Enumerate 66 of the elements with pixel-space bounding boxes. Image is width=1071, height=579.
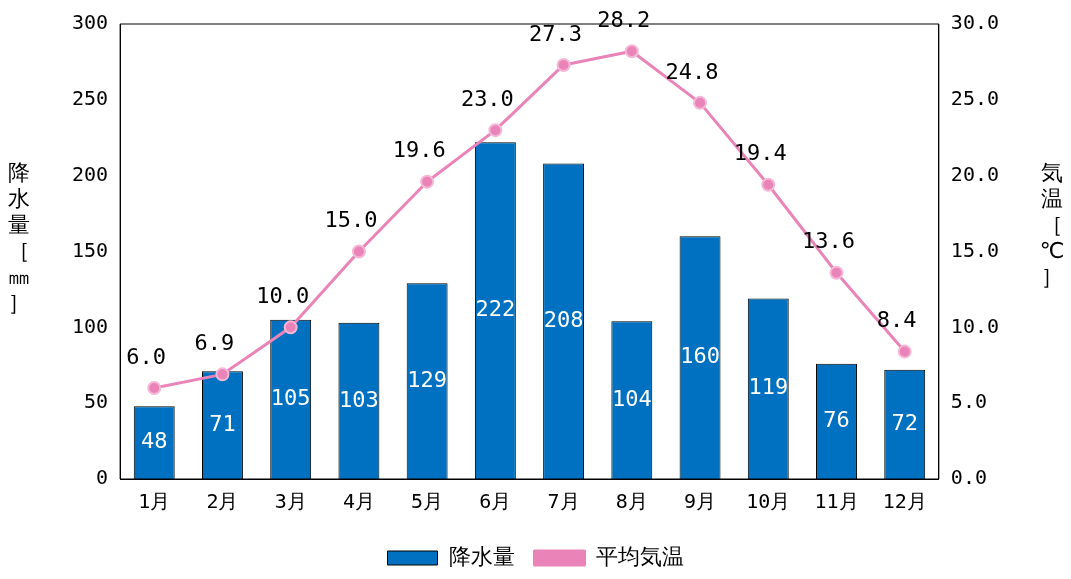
x-tick-label: 11月	[814, 489, 859, 514]
x-tick-label: 8月	[615, 489, 648, 514]
data-label: 208	[543, 306, 584, 332]
x-tick-label: 1月	[138, 489, 171, 514]
point	[829, 265, 844, 280]
x-tick-label: 6月	[479, 489, 512, 514]
x-tick-label: 5月	[411, 489, 444, 514]
x-tick-label: 12月	[882, 489, 927, 514]
y2-tick-label: 0.0	[950, 465, 987, 490]
data-label: 19.4	[733, 140, 787, 166]
data-label: 129	[407, 366, 448, 392]
data-label: 72	[891, 410, 918, 436]
y-tick-label: 50	[84, 389, 109, 414]
y2-tick-label: 10.0	[950, 313, 1000, 338]
x-tick-label: 7月	[547, 489, 580, 514]
y2-tick-label: 5.0	[950, 389, 987, 414]
data-label: 13.6	[802, 228, 855, 254]
data-label: 6.0	[126, 343, 167, 369]
point	[147, 381, 162, 395]
y-axis-title: 降水量［㎜］	[7, 160, 31, 316]
legend-label: 降水量	[448, 543, 515, 569]
data-label: 28.2	[597, 7, 651, 33]
point	[693, 95, 708, 110]
y-tick-label: 200	[72, 161, 109, 186]
point	[761, 177, 776, 192]
legend-label: 平均気温	[595, 543, 684, 569]
data-label: 6.9	[194, 330, 235, 356]
data-label: 71	[209, 410, 236, 436]
y2-axis-title: 気温［℃］	[1038, 160, 1066, 290]
data-label: 8.4	[876, 307, 917, 333]
data-label: 48	[140, 428, 168, 454]
data-label: 19.6	[392, 137, 446, 163]
point	[215, 367, 230, 382]
y2-tick-label: 20.0	[950, 161, 1000, 186]
data-label: 23.0	[460, 85, 514, 111]
data-label: 103	[339, 386, 379, 412]
data-label: 105	[270, 385, 311, 411]
x-tick-label: 2月	[206, 489, 239, 514]
data-label: 104	[611, 385, 652, 411]
point	[283, 320, 298, 335]
point	[624, 44, 639, 59]
y2-tick-label: 15.0	[950, 237, 1000, 262]
x-tick-label: 9月	[684, 489, 717, 514]
point	[488, 123, 503, 138]
point	[556, 57, 571, 72]
point	[897, 344, 912, 359]
data-label: 10.0	[256, 283, 310, 309]
data-label: 160	[680, 343, 720, 369]
y2-tick-label: 25.0	[950, 86, 1000, 111]
x-tick-label: 4月	[342, 489, 375, 514]
x-tick-label: 10月	[746, 489, 791, 514]
x-tick-label: 3月	[274, 489, 307, 514]
y2-tick-label: 30.0	[950, 10, 1000, 35]
y-tick-label: 0	[96, 465, 109, 490]
data-label: 119	[748, 374, 789, 400]
point	[351, 244, 366, 259]
data-label: 15.0	[324, 207, 378, 233]
y-tick-label: 250	[72, 86, 109, 111]
data-label: 76	[823, 407, 850, 433]
y-tick-label: 300	[72, 10, 109, 35]
y-tick-label: 100	[72, 313, 109, 338]
y-tick-label: 150	[72, 237, 109, 262]
data-label: 222	[475, 296, 516, 322]
data-label: 27.3	[529, 20, 583, 46]
point	[420, 174, 435, 189]
data-label: 24.8	[665, 58, 719, 84]
